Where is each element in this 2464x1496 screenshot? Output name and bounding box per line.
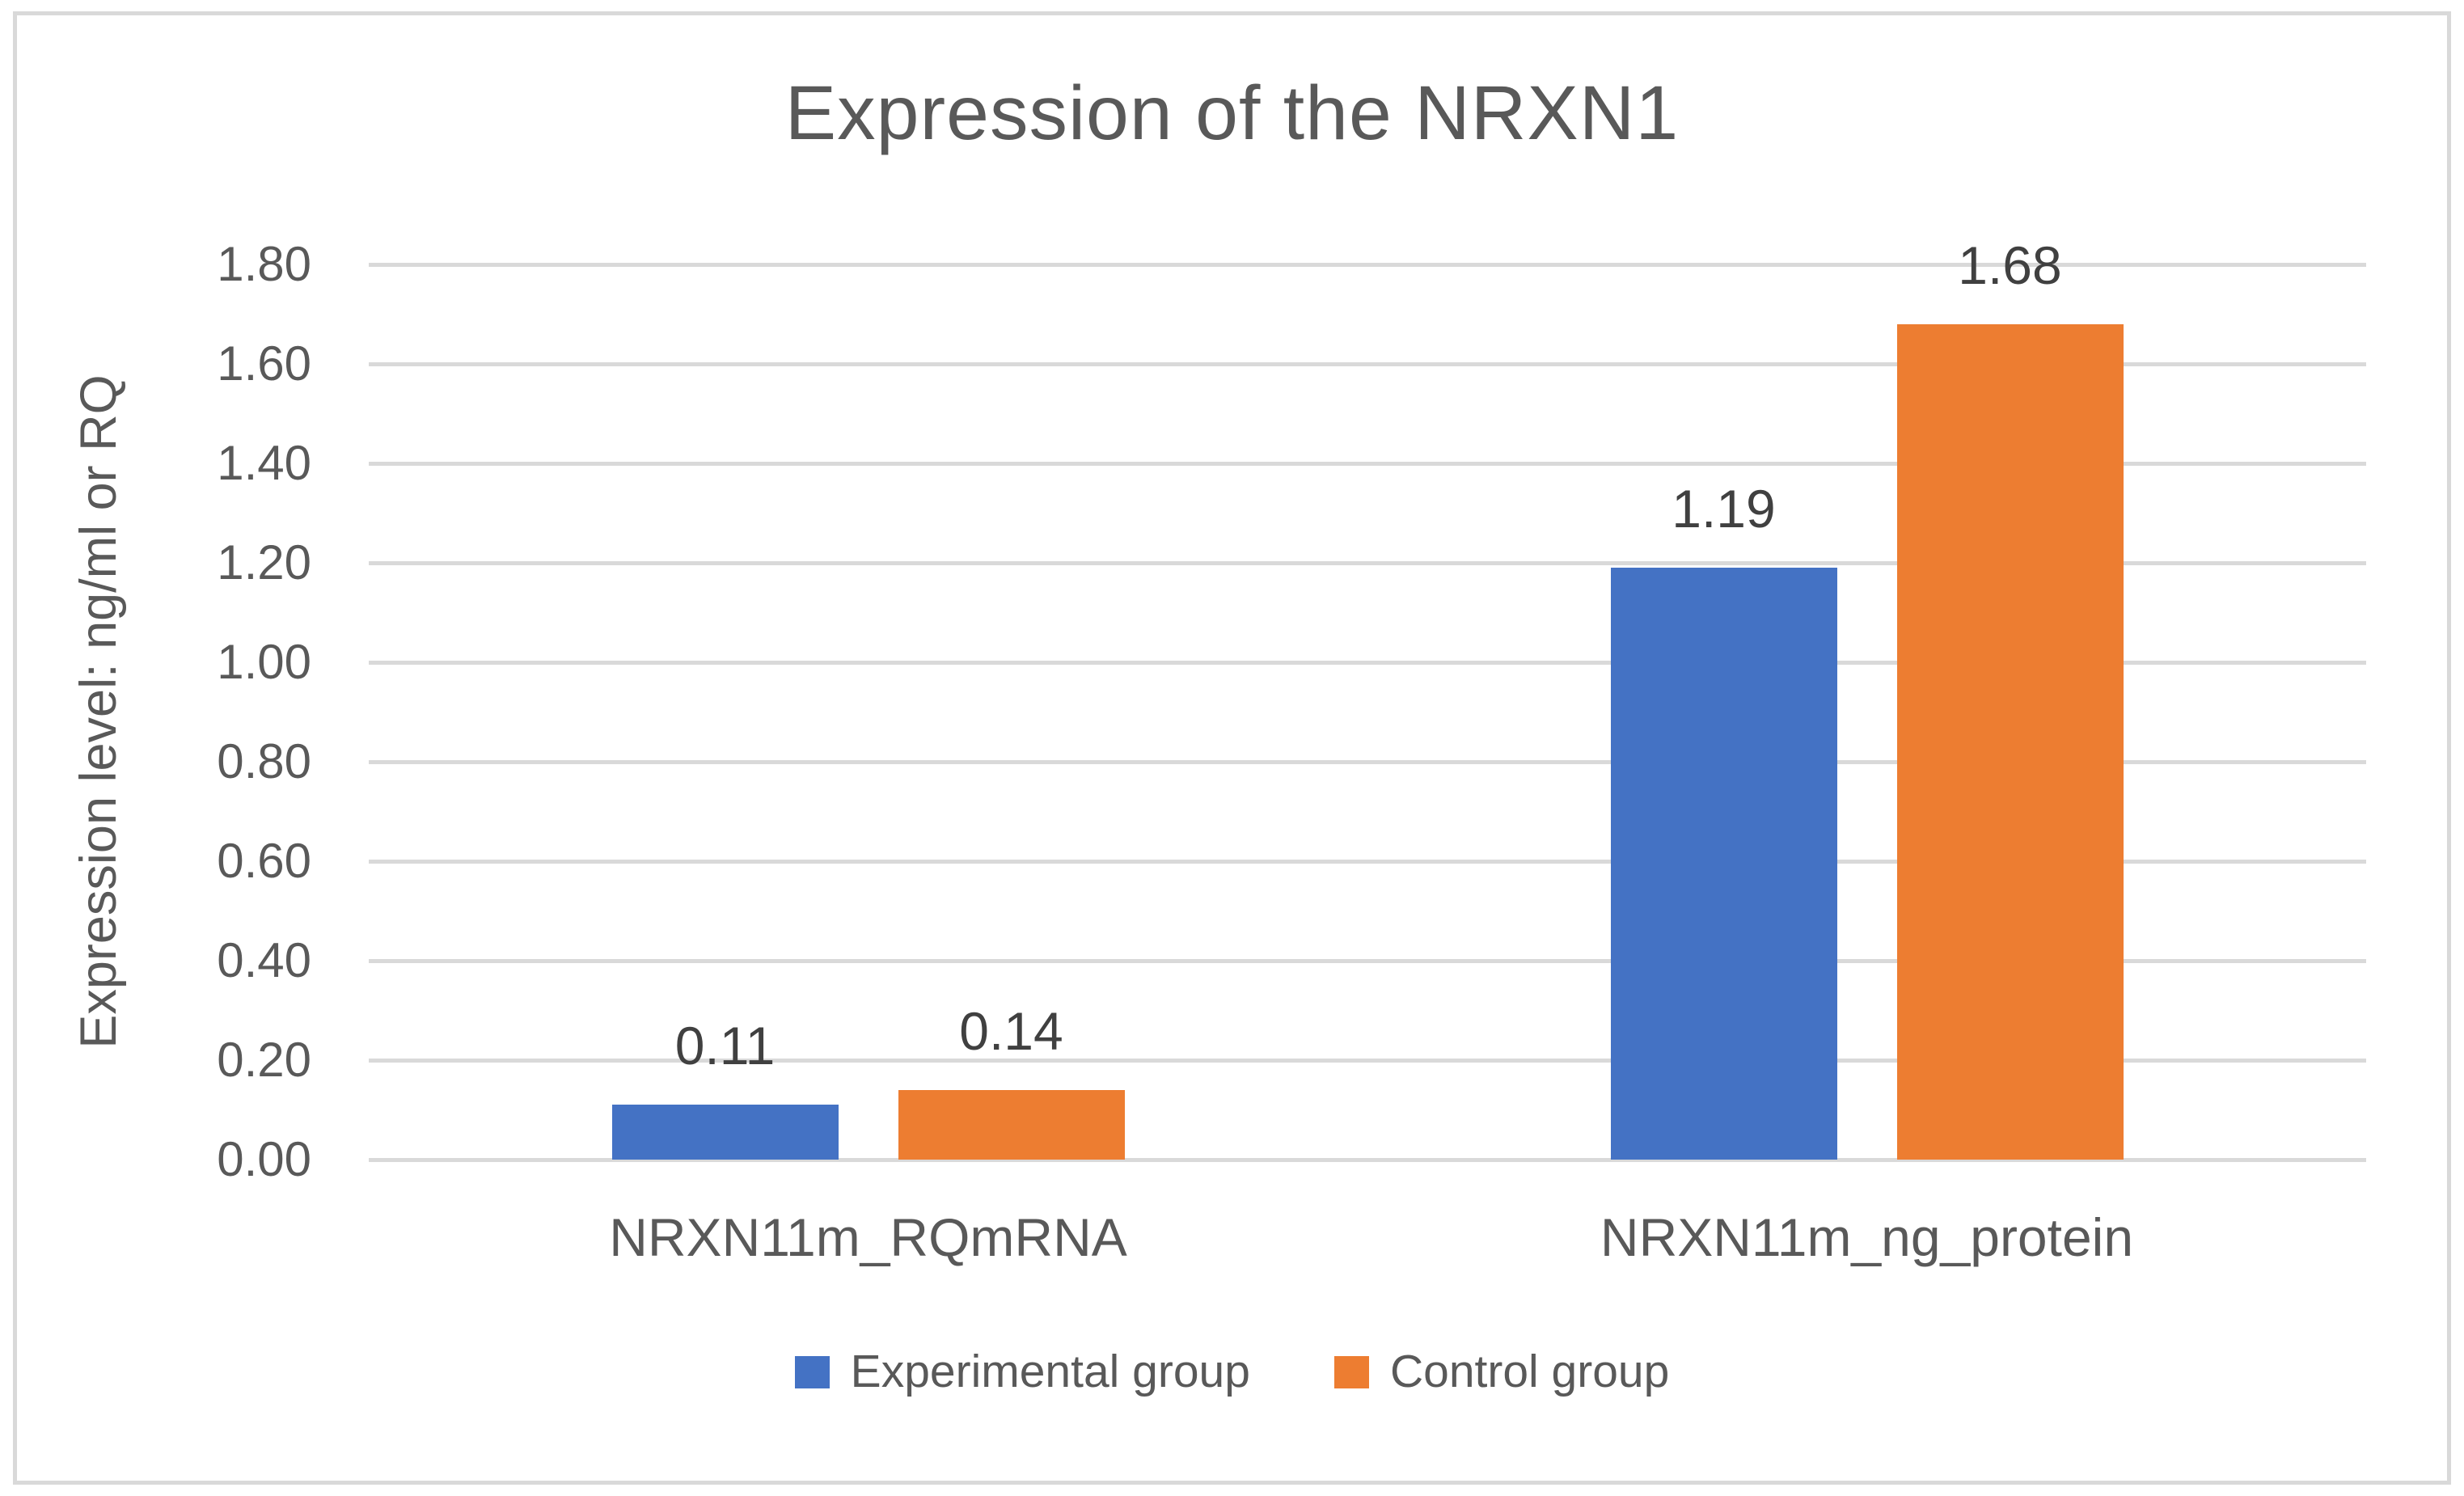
- bar-experimental-group: [611, 1105, 839, 1160]
- y-tick-label: 1.60: [217, 336, 311, 391]
- legend-label: Control group: [1389, 1346, 1670, 1397]
- gridline: [369, 361, 2366, 366]
- y-tick-label: 1.80: [217, 237, 311, 291]
- gridline: [369, 1058, 2366, 1063]
- chart-frame-border: [13, 11, 2451, 1485]
- y-tick-label: 0.00: [217, 1132, 311, 1186]
- gridline: [369, 1157, 2366, 1162]
- legend-item-experimental-group: Experimental group: [794, 1346, 1250, 1397]
- data-label: 0.11: [674, 1016, 776, 1076]
- bar-experimental-group: [1610, 568, 1837, 1160]
- legend-label: Experimental group: [850, 1346, 1250, 1397]
- chart-title: Expression of the NRXN1: [784, 70, 1680, 156]
- legend-item-control-group: Control group: [1333, 1346, 1670, 1397]
- legend-swatch-icon: [794, 1355, 830, 1388]
- legend: Experimental group Control group: [0, 1349, 2464, 1395]
- y-tick-label: 1.40: [217, 436, 311, 490]
- plot-area: 0.11 0.14 1.19 1.68: [369, 239, 2366, 1162]
- bar-control-group: [1896, 323, 2124, 1160]
- y-axis-tick-labels: 0.00 0.20 0.40 0.60 0.80 1.00 1.20 1.40 1.60 1.80: [0, 240, 311, 1184]
- y-tick-label: 0.60: [217, 834, 311, 888]
- gridline: [369, 859, 2366, 864]
- data-label: 1.19: [1672, 479, 1776, 539]
- y-tick-label: 1.20: [217, 535, 311, 590]
- y-tick-label: 0.40: [217, 933, 311, 987]
- y-tick-label: 1.00: [217, 635, 311, 689]
- gridline: [369, 262, 2366, 267]
- x-axis-category-labels: NRXN11m_RQmRNA NRXN11m_ng_protein: [369, 1211, 2366, 1275]
- data-label: 1.68: [1958, 235, 2062, 295]
- y-tick-label: 0.80: [217, 734, 311, 788]
- category-label: NRXN11m_RQmRNA: [609, 1207, 1127, 1267]
- gridline: [369, 461, 2366, 466]
- category-label: NRXN11m_ng_protein: [1600, 1207, 2134, 1267]
- legend-swatch-icon: [1333, 1355, 1369, 1388]
- bar-control-group: [898, 1089, 1125, 1160]
- gridline: [369, 958, 2366, 963]
- gridline: [369, 560, 2366, 565]
- data-label: 0.14: [959, 1000, 1063, 1061]
- gridline: [369, 660, 2366, 665]
- y-tick-label: 0.20: [217, 1033, 311, 1087]
- gridline: [369, 759, 2366, 764]
